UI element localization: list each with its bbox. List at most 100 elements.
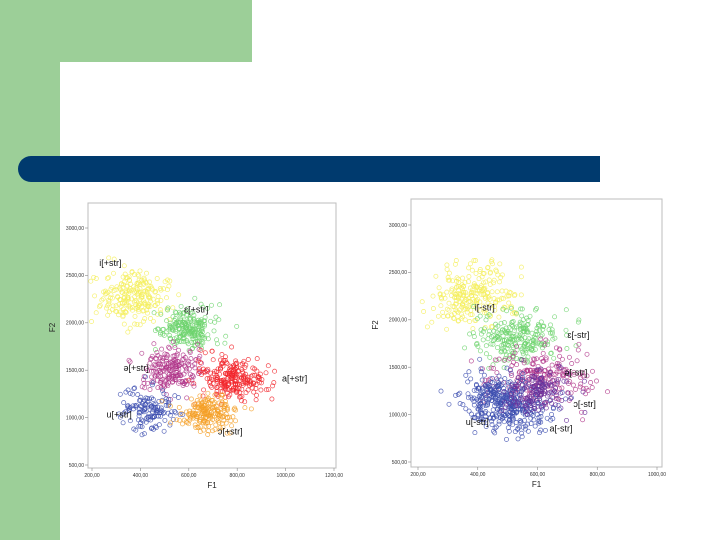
scatter-point	[466, 274, 472, 279]
scatter-point	[499, 381, 505, 387]
scatter-point	[158, 405, 164, 411]
scatter-point	[582, 410, 588, 415]
scatter-point	[220, 377, 226, 383]
scatter-point	[514, 310, 519, 316]
scatter-point	[126, 274, 132, 280]
scatter-point	[232, 367, 238, 372]
scatter-point	[182, 364, 188, 370]
scatter-point	[543, 357, 549, 363]
scatter-point	[161, 286, 166, 292]
scatter-point	[100, 296, 106, 302]
scatter-point	[138, 394, 144, 400]
scatter-point	[466, 408, 472, 414]
scatter-point	[552, 314, 558, 320]
scatter-point	[495, 335, 501, 341]
scatter-point	[543, 337, 549, 343]
scatter-point	[169, 372, 175, 378]
scatter-point	[135, 272, 141, 278]
scatter-point	[521, 360, 527, 366]
scatter-point	[166, 375, 172, 381]
scatter-point	[163, 396, 169, 402]
scatter-point	[137, 397, 143, 403]
scatter-point	[532, 387, 538, 393]
scatter-point	[174, 351, 180, 357]
scatter-point	[161, 368, 167, 373]
scatter-point	[487, 415, 493, 421]
scatter-point	[492, 400, 498, 405]
scatter-point	[490, 324, 496, 330]
scatter-point	[495, 384, 501, 390]
scatter-point	[453, 392, 459, 398]
scatter-point	[165, 307, 171, 313]
scatter-point	[466, 279, 471, 285]
scatter-point	[518, 274, 524, 280]
scatter-point	[209, 302, 214, 308]
scatter-point	[457, 291, 463, 297]
scatter-point	[200, 369, 206, 375]
scatter-point	[149, 365, 155, 371]
scatter-point	[205, 366, 211, 372]
scatter-point	[245, 357, 251, 362]
scatter-point	[151, 365, 157, 371]
scatter-point	[483, 343, 489, 349]
scatter-point	[525, 330, 531, 336]
scatter-point	[576, 317, 582, 323]
scatter-point	[528, 385, 534, 390]
scatter-point	[120, 420, 126, 426]
scatter-point	[164, 360, 170, 366]
scatter-point	[181, 356, 187, 362]
scatter-point	[518, 292, 524, 298]
scatter-point	[121, 400, 127, 406]
scatter-point	[483, 279, 489, 285]
scatter-point	[430, 306, 436, 311]
scatter-point	[160, 388, 165, 394]
scatter-point	[568, 395, 574, 401]
scatter-point	[481, 326, 487, 332]
scatter-point	[126, 357, 132, 363]
scatter-point	[142, 374, 148, 380]
scatter-point	[245, 374, 251, 380]
scatter-point	[152, 328, 158, 333]
scatter-point	[483, 417, 489, 423]
scatter-point	[142, 402, 148, 408]
scatter-point	[549, 382, 555, 388]
scatter-chart-stressed: 500,00 1000,00 1500,00 2000,00 2500,00 3000,0…	[48, 202, 343, 490]
scatter-point	[512, 395, 518, 401]
scatter-point	[113, 308, 119, 314]
scatter-point	[141, 380, 147, 386]
scatter-point	[132, 313, 138, 319]
scatter-point	[485, 336, 491, 342]
scatter-point	[164, 329, 170, 335]
scatter-point	[180, 421, 185, 427]
scatter-point	[558, 405, 564, 411]
scatter-point	[471, 387, 477, 393]
scatter-point	[139, 432, 145, 438]
scatter-point	[495, 345, 500, 351]
scatter-point	[158, 379, 164, 385]
scatter-point	[146, 283, 152, 289]
scatter-point	[200, 329, 205, 334]
scatter-point	[493, 321, 499, 327]
scatter-point	[524, 411, 530, 417]
scatter-point	[224, 430, 230, 436]
scatter-point	[259, 377, 265, 383]
scatter-point	[134, 281, 140, 286]
scatter-point	[196, 322, 202, 328]
scatter-point	[132, 385, 138, 391]
scatter-point	[178, 339, 184, 345]
scatter-point	[134, 291, 140, 297]
x-tick-label: 600,00	[530, 472, 546, 478]
y-tick-label: 2500,00	[389, 270, 407, 276]
scatter-point	[456, 318, 462, 323]
scatter-point	[149, 382, 155, 388]
scatter-point	[507, 401, 513, 407]
scatter-point	[539, 403, 545, 409]
scatter-point	[498, 320, 504, 326]
scatter-point	[123, 297, 128, 303]
scatter-point	[488, 269, 493, 275]
scatter-point	[167, 333, 173, 339]
x-tick-label: 400,00	[133, 473, 149, 479]
scatter-point	[149, 379, 155, 385]
scatter-point	[478, 401, 484, 406]
scatter-point	[119, 289, 125, 295]
